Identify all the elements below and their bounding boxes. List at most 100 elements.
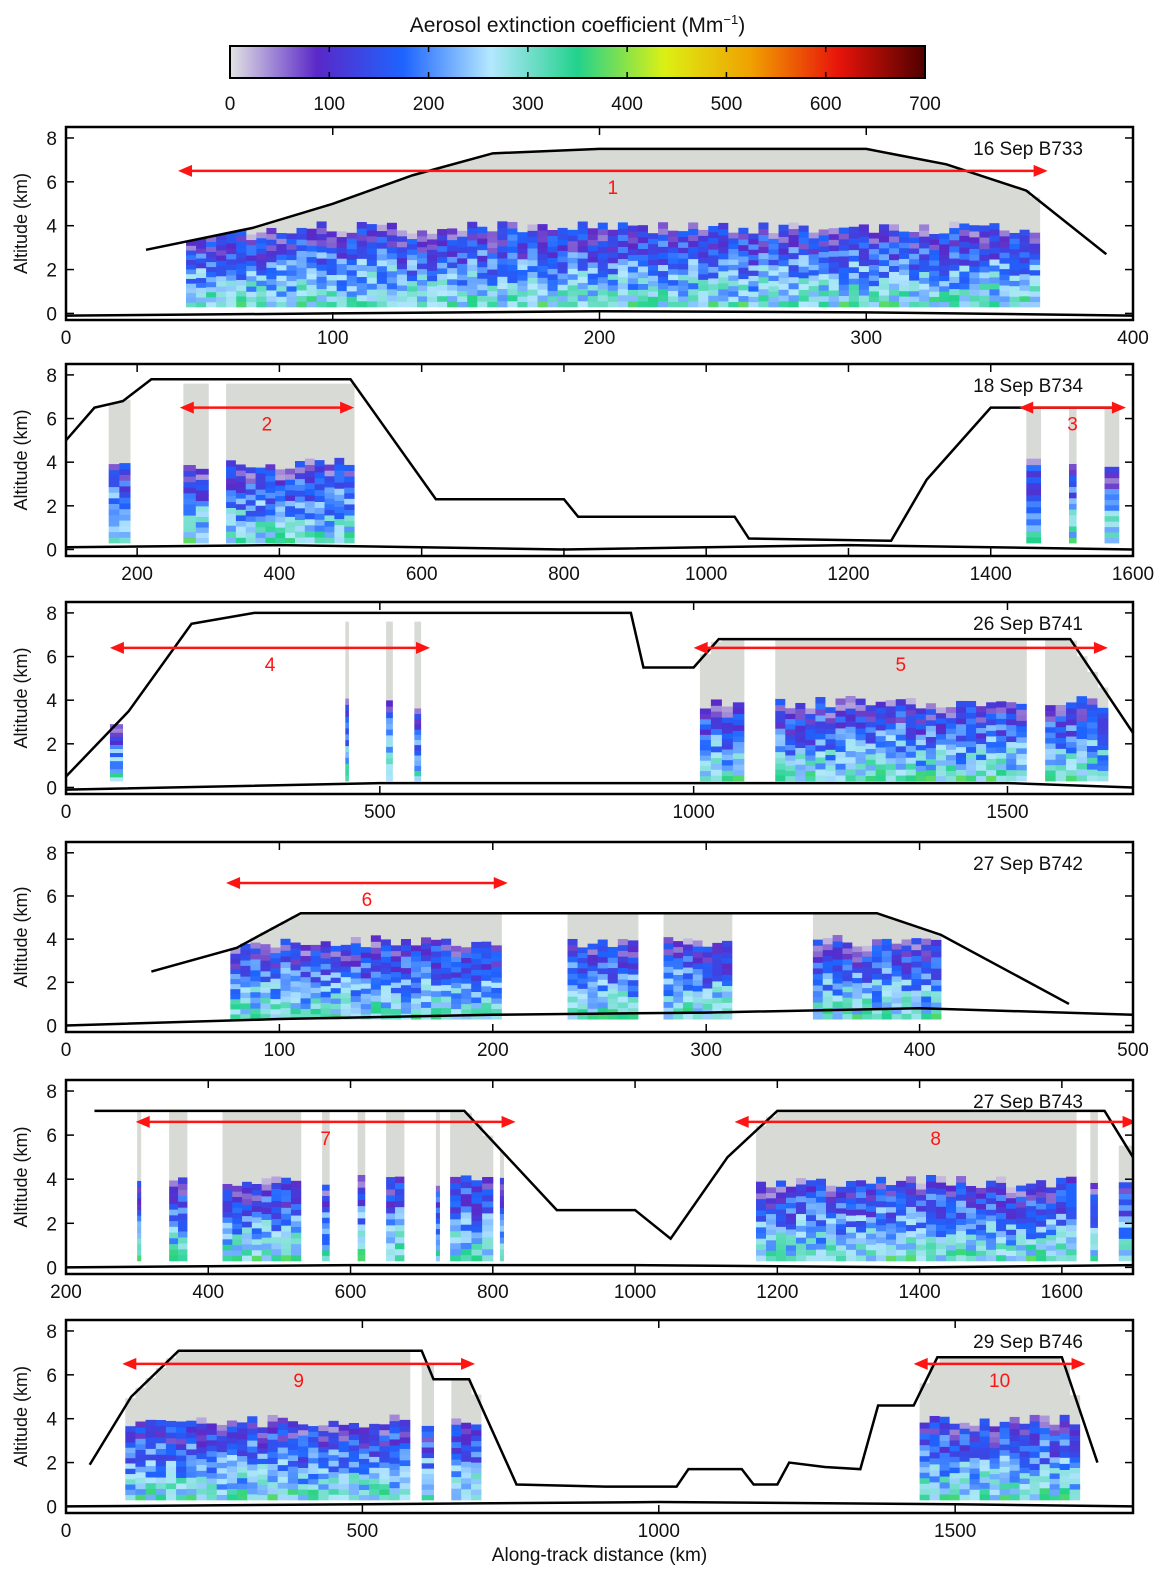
panel-frame	[64, 1318, 1135, 1515]
x-tick-label: 600	[335, 1282, 367, 1303]
flight-track	[66, 378, 1119, 542]
x-tick-label: 1200	[827, 564, 869, 585]
x-tick-label: 1600	[1041, 1282, 1083, 1303]
flight-track	[145, 147, 1108, 256]
extinction-curtain	[699, 639, 745, 782]
route-label: 1	[608, 178, 619, 199]
colorbar: 0 100 200 300 400 500 600 700	[225, 45, 941, 115]
panel-frame	[64, 362, 1135, 558]
y-tick-label: 2	[46, 497, 57, 518]
panel-label: 18 Sep B734	[973, 376, 1083, 397]
y-tick-label: 0	[46, 778, 57, 799]
flight-track	[66, 611, 1133, 778]
x-tick-label: 800	[477, 1282, 509, 1303]
x-tick-label: 100	[264, 1040, 296, 1061]
y-tick-label: 0	[46, 1258, 57, 1279]
route-arrow: 9	[122, 1357, 476, 1392]
extinction-curtain	[1090, 1110, 1098, 1262]
colorbar-tick-label: 300	[512, 94, 544, 115]
extinction-curtain	[183, 383, 209, 544]
y-tick-label: 2	[46, 1214, 57, 1235]
x-tick-label: 800	[548, 564, 580, 585]
flight-track	[88, 1349, 1099, 1488]
surface-line	[66, 309, 1133, 317]
y-axis-label: Altitude (km)	[11, 409, 31, 510]
extinction-curtain	[1045, 639, 1109, 782]
panel-label: 27 Sep B742	[973, 854, 1083, 875]
route-arrow: 4	[109, 641, 431, 676]
y-tick-label: 8	[46, 129, 57, 150]
x-tick-label: 1000	[638, 1521, 680, 1542]
x-tick-label: 300	[850, 328, 882, 349]
route-arrow: 2	[179, 401, 355, 436]
y-axis-label: Altitude (km)	[11, 1366, 31, 1467]
extinction-curtain	[386, 621, 393, 782]
panel-1: 1 16 Sep B733 0 2 4 6 8 Altitude (km) 0 100 200 300…	[11, 125, 1149, 349]
extinction-curtain	[451, 1379, 482, 1501]
colorbar-tick-label: 100	[313, 94, 345, 115]
x-tick-label: 1000	[673, 802, 715, 823]
route-arrow: 5	[693, 641, 1108, 676]
y-axis-label: Altitude (km)	[11, 1126, 31, 1227]
extinction-curtain	[421, 1364, 435, 1501]
x-tick-label: 400	[1117, 328, 1149, 349]
y-tick-label: 8	[46, 1322, 57, 1343]
y-tick-label: 8	[46, 366, 57, 387]
route-label: 7	[320, 1129, 331, 1150]
surface-line	[66, 781, 1133, 791]
panel-6: 9 10 29 Sep B746 0 2 4 6 8 Altitude (km) 0 500 1000…	[11, 1318, 1135, 1542]
colorbar-tick-label: 0	[225, 94, 236, 115]
x-tick-label: 1500	[986, 802, 1028, 823]
extinction-curtain	[919, 1357, 1081, 1501]
panel-frame	[64, 1078, 1135, 1276]
colorbar-tick-label: 400	[611, 94, 643, 115]
x-tick-label: 1000	[614, 1282, 656, 1303]
extinction-curtain	[499, 1150, 504, 1262]
y-tick-label: 2	[46, 261, 57, 282]
x-tick-label: 0	[61, 1521, 72, 1542]
x-tick-label: 400	[192, 1282, 224, 1303]
extinction-curtain	[1068, 407, 1077, 544]
route-label: 4	[265, 655, 276, 676]
x-tick-label: 600	[406, 564, 438, 585]
route-label: 3	[1067, 415, 1078, 436]
extinction-curtain	[775, 639, 1027, 782]
route-arrow: 1	[178, 164, 1048, 199]
extinction-curtain	[222, 1110, 302, 1262]
route-label: 2	[262, 415, 273, 436]
panel-label: 16 Sep B733	[973, 139, 1083, 160]
extinction-curtain	[435, 1110, 440, 1262]
y-tick-label: 0	[46, 1017, 57, 1038]
y-tick-label: 2	[46, 973, 57, 994]
surface-line	[66, 543, 1133, 551]
x-tick-label: 100	[317, 328, 349, 349]
x-tick-label: 1500	[934, 1521, 976, 1542]
flight-track	[94, 1109, 1133, 1241]
y-tick-label: 4	[46, 217, 57, 238]
route-arrow: 3	[1019, 401, 1126, 436]
y-tick-label: 0	[46, 540, 57, 561]
route-arrow: 10	[913, 1357, 1086, 1392]
x-tick-label: 200	[121, 564, 153, 585]
extinction-curtain	[345, 621, 349, 782]
x-tick-label: 1400	[970, 564, 1012, 585]
x-tick-label: 200	[477, 1040, 509, 1061]
route-arrow: 7	[135, 1115, 516, 1150]
route-label: 9	[293, 1371, 304, 1392]
route-arrow: 8	[734, 1115, 1133, 1150]
flight-track	[151, 912, 1070, 1006]
panel-2: 2 3 18 Sep B734 0 2 4 6 8 Altitude (km) 200 400 600…	[11, 362, 1154, 585]
y-tick-label: 6	[46, 887, 57, 908]
x-tick-label: 500	[1117, 1040, 1149, 1061]
extinction-curtain	[450, 1110, 494, 1262]
extinction-curtain	[108, 399, 131, 544]
y-tick-label: 4	[46, 453, 57, 474]
y-axis-label: Altitude (km)	[11, 173, 31, 274]
y-axis-label: Altitude (km)	[11, 886, 31, 987]
extinction-curtain	[169, 1110, 188, 1262]
panel-label: 29 Sep B746	[973, 1332, 1083, 1353]
y-tick-label: 6	[46, 173, 57, 194]
x-tick-label: 0	[61, 802, 72, 823]
y-tick-label: 4	[46, 1170, 57, 1191]
panel-label: 27 Sep B743	[973, 1092, 1083, 1113]
